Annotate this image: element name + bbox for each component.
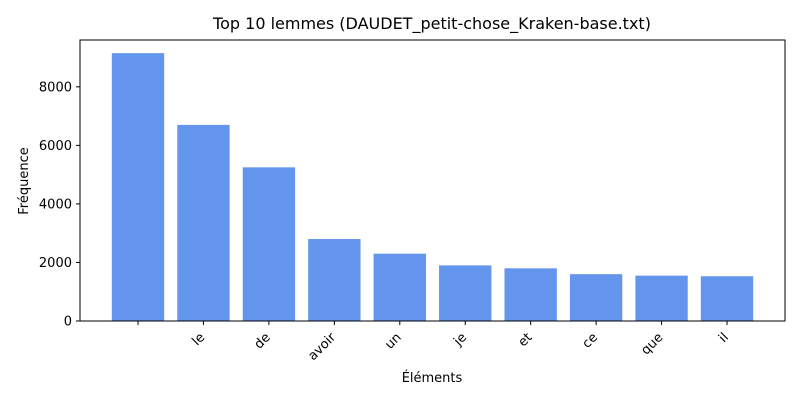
bar-1: [111, 53, 165, 322]
x-tick-label: un: [382, 330, 404, 352]
x-tick-label: avoir: [306, 330, 340, 364]
bar-8: [569, 274, 623, 321]
chart-title: Top 10 lemmes (DAUDET_petit-chose_Kraken…: [212, 14, 651, 34]
bar-10: [700, 276, 754, 321]
y-tick-label: 2000: [39, 256, 72, 271]
x-axis-label: Éléments: [402, 370, 463, 386]
x-tick-label: il: [716, 330, 732, 346]
y-tick-label: 8000: [39, 80, 72, 95]
bar-7: [504, 268, 557, 321]
x-tick-label: et: [516, 330, 536, 350]
bar-4: [308, 239, 361, 321]
x-tick-label: que: [638, 330, 666, 358]
bar-6: [439, 265, 492, 321]
x-tick-label: ce: [580, 330, 601, 351]
x-tick-label: de: [252, 330, 274, 352]
bars-group: [111, 53, 754, 322]
y-axis-ticks: 0 2000 4000 6000 8000: [39, 80, 80, 330]
y-tick-label: 6000: [39, 139, 72, 154]
x-tick-label: je: [451, 330, 471, 350]
bar-3: [242, 167, 296, 321]
plot-frame: [79, 39, 786, 322]
bar-9: [635, 275, 688, 321]
x-axis-ticks: le de avoir un je et ce que il: [137, 321, 732, 364]
x-tick-label: le: [189, 330, 208, 349]
bar-5: [373, 253, 426, 321]
y-tick-label: 4000: [39, 197, 72, 212]
bar-2: [177, 124, 230, 321]
y-tick-label: 0: [64, 315, 72, 330]
y-axis-label: Fréquence: [17, 147, 32, 214]
